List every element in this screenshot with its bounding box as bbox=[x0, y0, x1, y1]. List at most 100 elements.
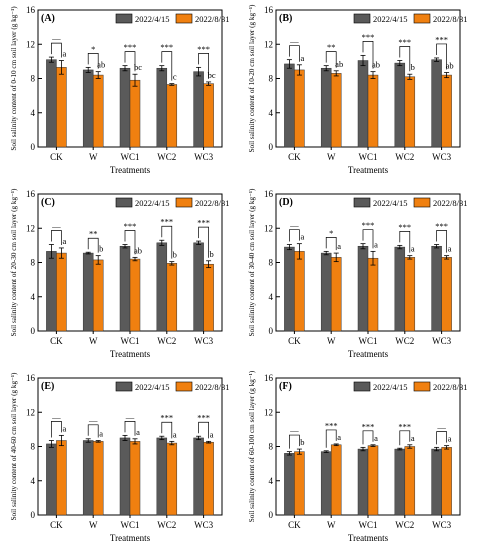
significance-bracket bbox=[124, 230, 136, 255]
bar-2022-8-31 bbox=[441, 447, 452, 516]
y-tick-label: 16 bbox=[26, 373, 36, 383]
bar-2022-4-15 bbox=[320, 451, 332, 516]
significance-mark: *** bbox=[398, 37, 411, 47]
significance-mark: — bbox=[125, 412, 135, 422]
y-axis-title: Soil salinity content of 20-30 cm soil l… bbox=[10, 188, 18, 336]
bar-2022-4-15 bbox=[357, 245, 369, 332]
bar-2022-8-31 bbox=[166, 84, 178, 148]
significance-bracket bbox=[161, 421, 173, 439]
significance-letter: b bbox=[209, 249, 213, 259]
chart-panel-a: 0 4 8 12 16 (A) 2022/4/15 2022/8/31 —a CK *ab W *** b… bbox=[10, 5, 229, 175]
significance-letter: ab bbox=[372, 60, 380, 70]
y-tick-label: 16 bbox=[264, 373, 274, 383]
significance-bracket bbox=[436, 431, 447, 445]
y-tick-label: 8 bbox=[269, 74, 274, 84]
y-axis-title: Soil salinity content of 10-20 cm soil l… bbox=[248, 4, 256, 152]
significance-mark: — bbox=[88, 415, 98, 425]
bar-2022-8-31 bbox=[56, 440, 67, 516]
y-tick-label: 4 bbox=[269, 476, 274, 486]
y-tick-label: 16 bbox=[26, 189, 36, 199]
bar-2022-4-15 bbox=[394, 246, 406, 332]
significance-letter: a bbox=[448, 244, 452, 254]
panel-label: (F) bbox=[279, 381, 292, 392]
panel-label: (B) bbox=[279, 13, 292, 24]
x-tick-label: W bbox=[89, 336, 98, 346]
significance-bracket bbox=[198, 226, 209, 258]
y-tick-label: 16 bbox=[264, 5, 274, 15]
significance-mark: * bbox=[91, 44, 95, 54]
bar-2022-4-15 bbox=[156, 67, 168, 148]
x-tick-label: WC3 bbox=[432, 152, 451, 162]
significance-bracket bbox=[436, 230, 447, 253]
significance-letter: a bbox=[337, 241, 341, 251]
significance-mark: *** bbox=[398, 421, 411, 431]
significance-mark: * bbox=[329, 228, 333, 238]
significance-mark: *** bbox=[362, 421, 375, 431]
bar-2022-8-31 bbox=[203, 83, 214, 148]
y-tick-label: 4 bbox=[31, 108, 36, 118]
y-tick-label: 0 bbox=[31, 510, 36, 520]
bar-2022-4-15 bbox=[119, 245, 131, 332]
x-tick-label: W bbox=[327, 336, 336, 346]
significance-mark: *** bbox=[197, 413, 210, 423]
significance-bracket bbox=[289, 229, 300, 242]
significance-mark: *** bbox=[325, 420, 338, 430]
legend-swatch-dark bbox=[353, 13, 371, 24]
x-tick-label: WC2 bbox=[395, 152, 414, 162]
significance-bracket bbox=[161, 51, 173, 81]
significance-letter: ab bbox=[134, 245, 142, 255]
x-axis-title: Treatments bbox=[110, 165, 151, 175]
bar-2022-8-31 bbox=[294, 251, 305, 332]
significance-mark: *** bbox=[160, 42, 173, 52]
legend-label: 2022/4/15 bbox=[135, 14, 169, 24]
bar-2022-8-31 bbox=[92, 74, 104, 148]
x-tick-label: WC2 bbox=[157, 152, 176, 162]
bar-2022-8-31 bbox=[92, 441, 104, 516]
bar-2022-8-31 bbox=[367, 74, 379, 148]
significance-letter: a bbox=[136, 427, 140, 437]
significance-mark: *** bbox=[362, 220, 375, 230]
legend-label: 2022/8/31 bbox=[195, 382, 229, 392]
bar-2022-4-15 bbox=[46, 443, 57, 516]
x-tick-label: WC1 bbox=[121, 336, 140, 346]
bar-2022-4-15 bbox=[46, 251, 57, 332]
legend-label: 2022/4/15 bbox=[373, 198, 407, 208]
significance-mark: *** bbox=[160, 413, 173, 423]
significance-letter: bc bbox=[134, 62, 142, 72]
y-axis-title: Soil salinity content of 0-10 cm soil la… bbox=[10, 6, 18, 151]
x-axis-title: Treatments bbox=[348, 533, 389, 543]
bar-2022-4-15 bbox=[119, 437, 131, 516]
significance-mark: *** bbox=[435, 34, 448, 44]
significance-bracket bbox=[325, 429, 337, 448]
x-axis-title: Treatments bbox=[348, 165, 389, 175]
y-tick-label: 0 bbox=[269, 510, 274, 520]
significance-bracket bbox=[289, 434, 300, 449]
significance-mark: *** bbox=[124, 42, 137, 52]
bar-2022-8-31 bbox=[92, 259, 104, 332]
significance-bracket bbox=[51, 42, 62, 58]
x-tick-label: CK bbox=[288, 152, 301, 162]
y-tick-label: 8 bbox=[31, 74, 36, 84]
y-tick-label: 12 bbox=[264, 407, 273, 417]
significance-letter: b bbox=[173, 250, 177, 260]
x-tick-label: CK bbox=[50, 152, 63, 162]
bar-2022-4-15 bbox=[284, 453, 295, 516]
bar-2022-4-15 bbox=[82, 252, 94, 332]
legend-label: 2022/8/31 bbox=[195, 14, 229, 24]
y-tick-label: 16 bbox=[264, 189, 274, 199]
significance-mark: — bbox=[51, 221, 61, 231]
bar-2022-8-31 bbox=[441, 257, 452, 332]
y-tick-label: 8 bbox=[31, 258, 36, 268]
significance-letter: a bbox=[374, 433, 378, 443]
significance-letter: a bbox=[173, 429, 177, 439]
x-tick-label: W bbox=[327, 152, 336, 162]
bar-2022-8-31 bbox=[367, 445, 379, 516]
y-tick-label: 0 bbox=[31, 142, 36, 152]
bar-2022-4-15 bbox=[320, 67, 332, 148]
significance-letter: ab bbox=[335, 59, 343, 69]
x-tick-label: WC2 bbox=[157, 336, 176, 346]
significance-mark: — bbox=[289, 220, 299, 230]
